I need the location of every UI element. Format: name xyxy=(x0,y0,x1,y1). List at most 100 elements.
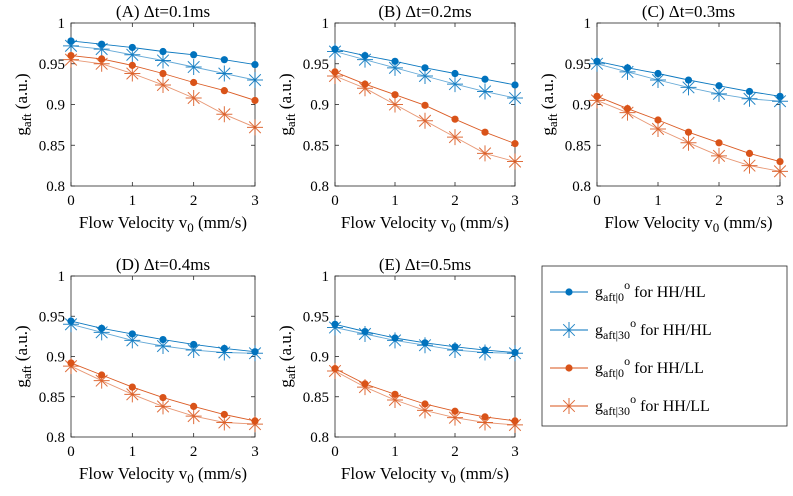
y-tick-label: 0.8 xyxy=(46,179,65,195)
data-point xyxy=(741,90,758,107)
y-axis-label-main: g xyxy=(12,127,31,136)
legend-box xyxy=(541,265,788,427)
legend-subscript: aft|30 xyxy=(603,404,630,418)
data-point xyxy=(417,67,433,84)
y-axis-label-tail: (a.u.) xyxy=(538,73,557,113)
x-tick-label: 0 xyxy=(331,193,339,209)
data-point xyxy=(159,47,167,56)
y-axis-label-sub: aft xyxy=(545,113,560,127)
legend-superscript: o xyxy=(624,354,630,368)
x-tick-label: 2 xyxy=(451,444,459,460)
x-axis-label: Flow Velocity v0 (mm/s) xyxy=(604,213,772,235)
data-point xyxy=(251,60,259,69)
data-point xyxy=(216,65,233,82)
subplot-c: 0 1 2 3 0.8 0.85 0.9 0.95 1 (C) Δt=0.3ms Flow Velo… xyxy=(538,2,788,235)
data-point xyxy=(477,344,493,361)
series-4 xyxy=(589,92,788,180)
data-point xyxy=(650,72,666,89)
data-point xyxy=(619,104,636,121)
data-point xyxy=(684,128,693,136)
data-point xyxy=(185,408,202,425)
y-tick-label: 0.9 xyxy=(46,350,65,366)
series-4 xyxy=(327,362,523,433)
data-point xyxy=(507,153,523,170)
x-tick-label: 2 xyxy=(190,193,198,209)
series-2 xyxy=(589,55,788,110)
series-4 xyxy=(63,358,263,433)
data-point xyxy=(507,345,523,362)
data-point xyxy=(447,342,463,359)
series-4 xyxy=(327,67,523,170)
x-axis-label: Flow Velocity v0 (mm/s) xyxy=(79,464,247,486)
y-axis-label-tail: (a.u.) xyxy=(276,73,295,113)
legend-label: gaft|0o for HH/LL xyxy=(595,354,704,380)
data-point xyxy=(247,416,263,433)
y-axis-label: gaft (a.u.) xyxy=(276,325,298,387)
legend-entry-3: gaft|0o for HH/LL xyxy=(550,354,704,380)
subplot-a: 0 1 2 3 0.8 0.85 0.9 0.95 1 (A) Δt=0.1ms Flow Velo… xyxy=(12,2,263,235)
data-point xyxy=(715,139,723,147)
legend-subscript: aft|30 xyxy=(603,328,630,342)
y-tick-label: 1 xyxy=(322,16,330,32)
legend-label: gaft|30o for HH/HL xyxy=(595,316,712,342)
data-point xyxy=(63,358,79,375)
x-tick-label: 1 xyxy=(129,193,137,209)
data-point xyxy=(63,316,79,333)
x-axis-label: Flow Velocity v0 (mm/s) xyxy=(341,464,509,486)
x-tick-label: 3 xyxy=(251,193,259,209)
data-point xyxy=(159,393,167,402)
data-point xyxy=(93,324,110,341)
legend-subscript: aft|0 xyxy=(603,290,624,304)
data-point xyxy=(247,345,263,362)
data-point xyxy=(772,93,788,110)
data-point xyxy=(251,96,259,105)
data-point xyxy=(507,416,523,433)
data-point xyxy=(124,332,141,349)
data-point xyxy=(745,149,754,157)
x-axis-label-sub: 0 xyxy=(449,220,456,235)
y-tick-label: 0.9 xyxy=(310,350,329,366)
chart-title: (B) Δt=0.2ms xyxy=(378,2,471,21)
series-2 xyxy=(327,43,523,106)
data-point xyxy=(216,414,233,431)
data-point xyxy=(247,119,263,136)
y-axis-label: gaft (a.u.) xyxy=(12,73,34,135)
data-point xyxy=(327,43,343,60)
legend-superscript: o xyxy=(630,392,636,406)
x-axis-label-main: Flow Velocity v xyxy=(79,464,188,483)
data-point xyxy=(451,115,459,123)
data-point xyxy=(357,51,373,68)
data-point xyxy=(93,372,110,389)
data-point xyxy=(190,402,198,411)
x-tick-label: 2 xyxy=(451,193,459,209)
data-point xyxy=(776,157,784,166)
data-point xyxy=(155,52,171,69)
legend-text: for HH/LL xyxy=(636,398,710,415)
data-point xyxy=(650,120,666,137)
legend-text: for HH/LL xyxy=(630,360,704,377)
y-tick-label: 0.95 xyxy=(565,57,591,73)
data-point xyxy=(247,72,263,89)
data-point xyxy=(417,112,433,129)
data-point xyxy=(185,89,202,106)
data-point xyxy=(589,55,605,72)
data-point xyxy=(155,76,171,93)
legend-symbol: g xyxy=(595,284,603,301)
data-point xyxy=(357,80,373,97)
data-point xyxy=(220,56,228,64)
y-axis-label-main: g xyxy=(276,127,295,136)
data-point xyxy=(654,116,662,124)
legend-entry-2: gaft|30o for HH/HL xyxy=(550,316,712,342)
data-point xyxy=(447,129,463,146)
y-tick-label: 1 xyxy=(322,269,330,285)
y-tick-label: 0.9 xyxy=(572,98,591,114)
legend-symbol: g xyxy=(595,398,603,415)
y-axis-label-sub: aft xyxy=(19,113,34,127)
x-tick-label: 3 xyxy=(511,193,519,209)
x-tick-label: 3 xyxy=(511,444,519,460)
data-point xyxy=(477,145,493,162)
legend-text: for HH/HL xyxy=(636,322,712,339)
x-tick-label: 3 xyxy=(251,444,259,460)
